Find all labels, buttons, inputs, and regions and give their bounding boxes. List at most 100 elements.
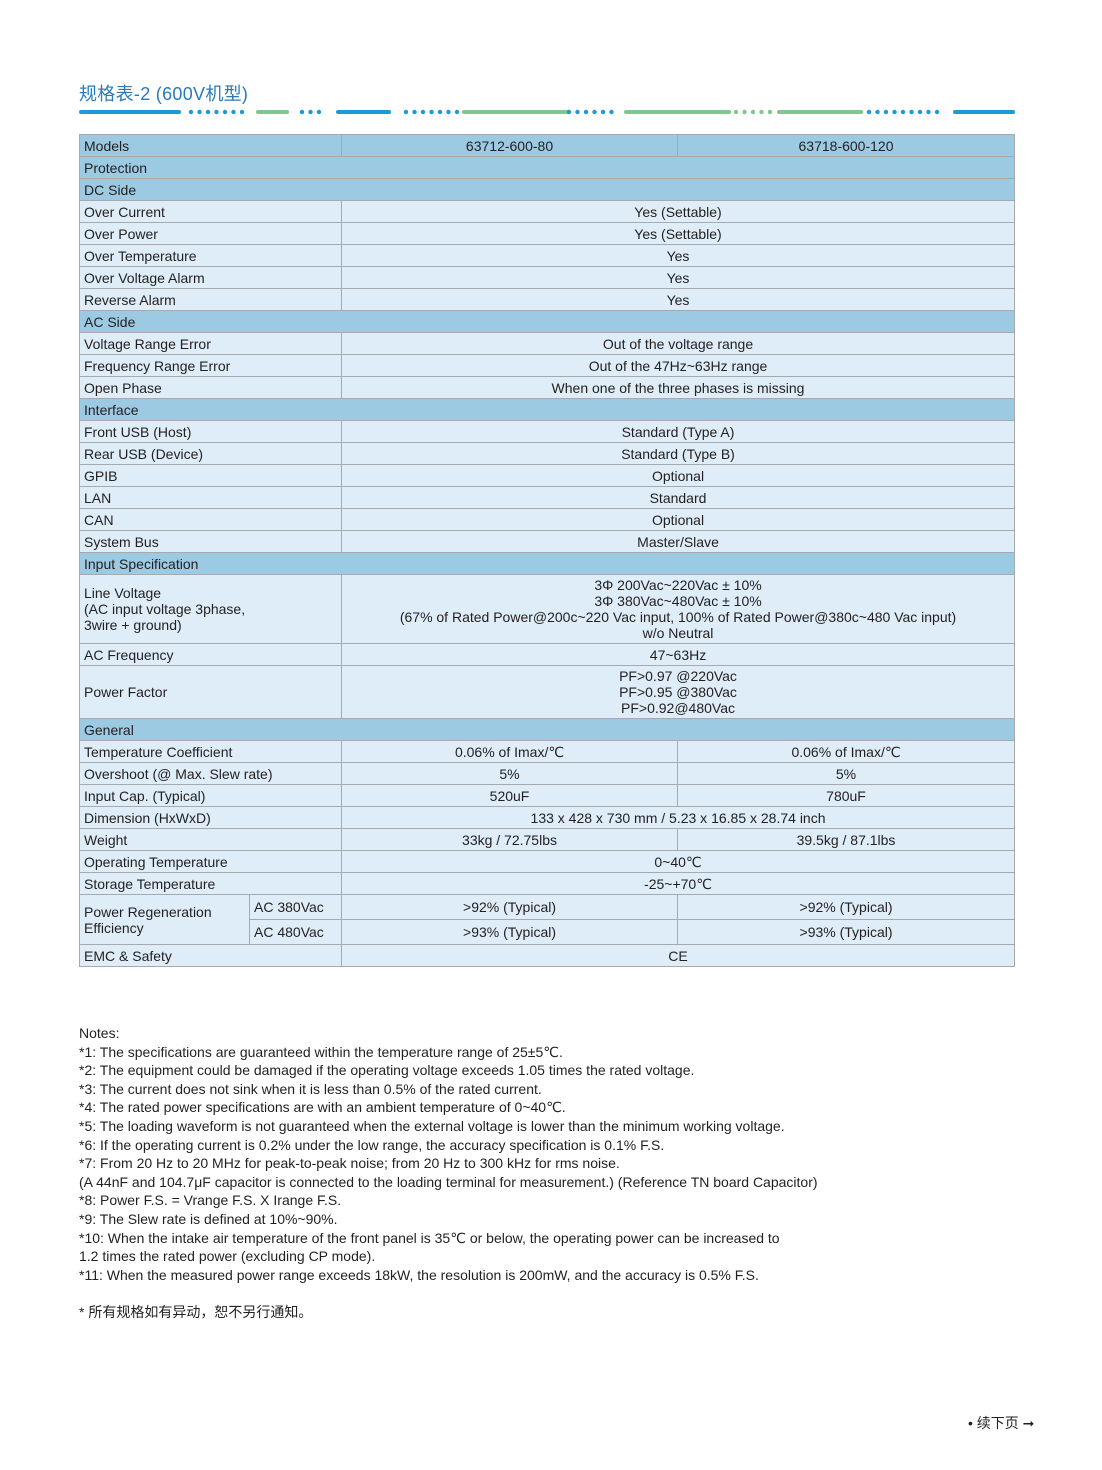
divider-dot <box>239 109 245 115</box>
note-line: *7: From 20 Hz to 20 MHz for peak-to-pea… <box>79 1155 620 1172</box>
sub-label: AC 480Vac <box>248 919 343 945</box>
row-label: Over Current <box>78 200 343 223</box>
note-line: *2: The equipment could be damaged if th… <box>79 1062 695 1079</box>
decorative-divider <box>79 109 1015 115</box>
cell-value: Yes <box>341 288 1016 311</box>
divider-dot <box>592 109 597 115</box>
row-label: EMC & Safety <box>78 944 343 967</box>
cell-value: 780uF <box>677 784 1016 807</box>
note-line: 1.2 times the rated power (excluding CP … <box>79 1248 376 1265</box>
divider-dot <box>609 109 614 115</box>
table-row: Protection <box>78 156 1016 179</box>
section-header: Input Specification <box>78 552 1016 575</box>
cell-value: Standard (Type B) <box>341 442 1016 465</box>
divider-dot <box>420 109 426 115</box>
row-label: Reverse Alarm <box>78 288 343 311</box>
table-row: Dimension (HxWxD) 133 x 428 x 730 mm / 5.… <box>78 806 1016 829</box>
section-header: AC Side <box>78 310 1016 333</box>
note-line: *10: When the intake air temperature of … <box>79 1229 780 1246</box>
row-label: Weight <box>78 828 343 851</box>
cell-value: CE <box>341 944 1016 967</box>
row-label: Rear USB (Device) <box>78 442 343 465</box>
table-row: Input Specification <box>78 552 1016 575</box>
divider-dot <box>909 109 914 115</box>
note-line: *8: Power F.S. = Vrange F.S. X Irange F.… <box>79 1192 342 1209</box>
divider-dot <box>866 109 872 115</box>
row-label: AC Frequency <box>78 643 343 666</box>
section-header: General <box>78 718 1016 741</box>
divider-dot <box>316 109 322 115</box>
cell-value: 39.5kg / 87.1lbs <box>677 828 1016 851</box>
table-row: Over Current Yes (Settable) <box>78 200 1016 223</box>
divider-dot <box>566 109 572 115</box>
row-label: Input Cap. (Typical) <box>78 784 343 807</box>
divider-dot <box>759 109 764 115</box>
table-row: Reverse Alarm Yes <box>78 288 1016 311</box>
table-row: AC Frequency 47~63Hz <box>78 643 1016 666</box>
divider-dot <box>429 109 434 115</box>
table-row: CAN Optional <box>78 508 1016 531</box>
note-line: *4: The rated power specifications are w… <box>79 1099 566 1116</box>
cell-value: Yes <box>341 244 1016 267</box>
note-line: (A 44nF and 104.7μF capacitor is connect… <box>79 1173 818 1190</box>
row-label: Dimension (HxWxD) <box>78 806 343 829</box>
section-header: Interface <box>78 398 1016 421</box>
cell-value: Yes <box>341 266 1016 289</box>
cell-value: 63712-600-80 <box>341 134 679 157</box>
divider-dot <box>231 109 236 115</box>
divider-dot <box>934 109 940 115</box>
divider-segment <box>624 110 731 114</box>
note-line: *1: The specifications are guaranteed wi… <box>79 1043 563 1060</box>
cell-value: 63718-600-120 <box>677 134 1016 157</box>
row-label: Over Voltage Alarm <box>78 266 343 289</box>
cell-value: >92% (Typical) <box>341 894 679 920</box>
row-label: System Bus <box>78 530 343 553</box>
cell-value: PF>0.97 @220Vac PF>0.95 @380Vac PF>0.92@… <box>341 665 1016 719</box>
cell-value: 0.06% of Imax/℃ <box>677 740 1016 763</box>
cell-value: 0~40℃ <box>341 850 1016 873</box>
cell-value: Master/Slave <box>341 530 1016 553</box>
note-line: *3: The current does not sink when it is… <box>79 1080 542 1097</box>
table-row: General <box>78 718 1016 741</box>
divider-dot <box>437 109 443 115</box>
note-line: *9: The Slew rate is defined at 10%~90%. <box>79 1210 338 1227</box>
divider-dot <box>900 109 906 115</box>
divider-segment <box>777 110 863 114</box>
row-label: Voltage Range Error <box>78 332 343 355</box>
table-row: DC Side <box>78 178 1016 201</box>
cell-value: >93% (Typical) <box>677 919 1016 945</box>
cell-value: Standard <box>341 486 1016 509</box>
divider-dot <box>917 109 923 115</box>
divider-dot <box>892 109 897 115</box>
cell-value: Optional <box>341 464 1016 487</box>
table-row: Power Factor PF>0.97 @220Vac PF>0.95 @380… <box>78 665 1016 719</box>
table-row: Storage Temperature -25~+70℃ <box>78 872 1016 895</box>
table-row: Temperature Coefficient 0.06% of Imax/℃ 0.… <box>78 740 1016 763</box>
cell-value: 5% <box>341 762 679 785</box>
divider-segment <box>462 110 569 114</box>
next-page-link[interactable]: • 续下页 ➞ <box>968 1415 1035 1431</box>
table-row: GPIB Optional <box>78 464 1016 487</box>
table-row: Line Voltage (AC input voltage 3phase, 3… <box>78 574 1016 644</box>
row-label: Power Factor <box>78 665 343 719</box>
divider-dot <box>575 109 580 115</box>
table-row: Weight 33kg / 72.75lbs 39.5kg / 87.1lbs <box>78 828 1016 851</box>
row-label: Storage Temperature <box>78 872 343 895</box>
divider-dot <box>926 109 931 115</box>
spec-table: Models 63712-600-80 63718-600-120 Protectio… <box>78 134 1016 967</box>
section-header: Protection <box>78 156 1016 179</box>
cell-value: Out of the 47Hz~63Hz range <box>341 354 1016 377</box>
row-label: GPIB <box>78 464 343 487</box>
divider-dot <box>454 109 460 115</box>
table-row: Input Cap. (Typical) 520uF 780uF <box>78 784 1016 807</box>
divider-dot <box>750 109 756 115</box>
divider-dot <box>214 109 219 115</box>
divider-dot <box>197 109 202 115</box>
divider-dot <box>883 109 889 115</box>
table-row: AC 480Vac >93% (Typical) >93% (Typical) <box>80 919 1016 945</box>
row-label: Temperature Coefficient <box>78 740 343 763</box>
cell-value: 5% <box>677 762 1016 785</box>
table-row: Front USB (Host) Standard (Type A) <box>78 420 1016 443</box>
cell-value: 3Φ 200Vac~220Vac ± 10% 3Φ 380Vac~480Vac … <box>341 574 1016 644</box>
cell-value: -25~+70℃ <box>341 872 1016 895</box>
